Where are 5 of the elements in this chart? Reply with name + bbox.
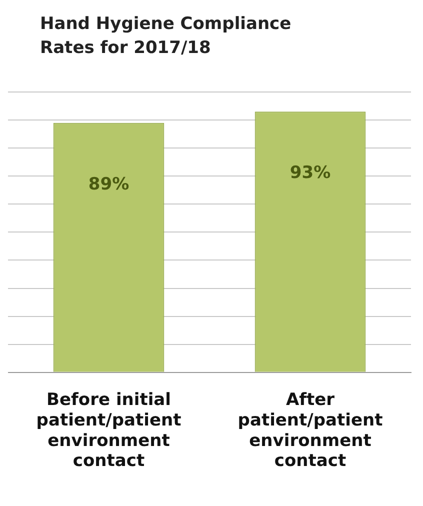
x-tick-label: After patient/patient environment contact [238,390,383,472]
x-tick-label: Before initial patient/patient environment contact [36,390,182,472]
data-label: 93% [290,163,331,184]
data-label: 89% [88,174,130,194]
chart-title: Hand Hygiene Compliance Rates for 2017/18 [40,13,292,60]
